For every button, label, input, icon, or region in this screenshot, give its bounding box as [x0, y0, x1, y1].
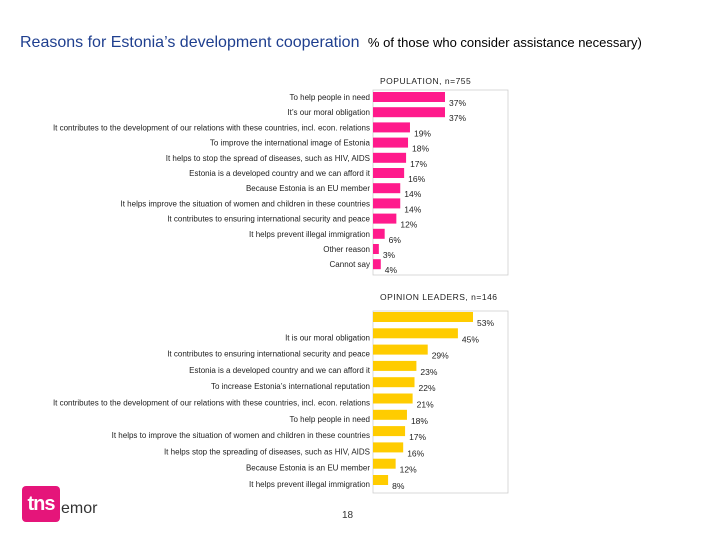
population-bar — [373, 244, 379, 254]
population-data-label: 17% — [410, 159, 427, 169]
population-category-label: To help people in need — [289, 93, 370, 102]
population-category-label: It’s our moral obligation — [287, 108, 370, 117]
population-bar — [373, 107, 445, 118]
leaders-data-label: 21% — [417, 400, 434, 410]
population-data-label: 14% — [404, 204, 421, 214]
population-data-label: 14% — [404, 189, 421, 199]
population-data-label: 19% — [414, 128, 431, 138]
leaders-bar — [373, 458, 396, 469]
leaders-data-label: 45% — [462, 334, 479, 344]
population-data-label: 37% — [449, 113, 466, 123]
population-bar — [373, 92, 445, 102]
logo-text: emor — [61, 500, 98, 517]
leaders-bar — [373, 312, 473, 322]
page-number: 18 — [342, 510, 354, 521]
population-category-label: Cannot say — [330, 260, 370, 269]
leaders-data-label: 53% — [477, 318, 494, 328]
logo-mark: tns — [22, 486, 60, 522]
population-bar — [373, 183, 401, 194]
population-category-label: It helps to stop the spread of diseases,… — [166, 154, 370, 163]
leaders-chart-title: OPINION LEADERS, n=146 — [380, 292, 498, 302]
leaders-bar — [373, 442, 404, 453]
population-bar — [373, 122, 410, 133]
leaders-bar — [373, 393, 413, 404]
population-category-label: Estonia is a developed country and we ca… — [189, 169, 371, 178]
page-subtitle: % of those who consider assistance neces… — [367, 35, 642, 50]
population-data-label: 6% — [389, 235, 402, 245]
leaders-data-label: 17% — [409, 432, 426, 442]
leaders-data-label: 8% — [392, 481, 405, 491]
population-bar — [373, 168, 405, 178]
leaders-category-label: Because Estonia is an EU member — [246, 464, 370, 473]
population-data-label: 37% — [449, 98, 466, 108]
leaders-data-label: 18% — [411, 416, 428, 426]
population-data-label: 3% — [383, 250, 396, 260]
leaders-category-label: It contributes to ensuring international… — [167, 350, 370, 359]
leaders-data-label: 12% — [400, 465, 417, 475]
leaders-category-label: It helps to improve the situation of wom… — [112, 431, 370, 440]
population-category-label: It contributes to the development of our… — [53, 123, 370, 132]
leaders-bar — [373, 328, 458, 339]
population-bar — [373, 259, 381, 270]
population-category-label: Other reason — [323, 245, 370, 254]
page-title: Reasons for Estonia’s development cooper… — [20, 34, 360, 51]
chart-title-block: Reasons for Estonia’s development cooper… — [20, 34, 642, 52]
population-bar — [373, 228, 385, 239]
population-category-label: To improve the international image of Es… — [210, 139, 371, 148]
leaders-category-label: It helps stop the spreading of diseases,… — [164, 447, 370, 456]
population-chart-title: POPULATION, n=755 — [380, 76, 471, 86]
leaders-data-label: 23% — [420, 367, 437, 377]
population-data-label: 4% — [385, 265, 398, 275]
leaders-category-label: It helps prevent illegal immigration — [249, 480, 370, 489]
leaders-bar — [373, 426, 406, 437]
population-data-label: 18% — [412, 144, 429, 154]
population-category-label: It contributes to ensuring international… — [167, 215, 370, 224]
population-data-label: 12% — [400, 220, 417, 230]
leaders-bar — [373, 360, 417, 371]
leaders-bar — [373, 377, 415, 388]
leaders-data-label: 29% — [432, 351, 449, 361]
leaders-data-label: 16% — [407, 448, 424, 458]
population-bar — [373, 152, 407, 163]
leaders-data-label: 22% — [419, 383, 436, 393]
tns-emor-logo: tns emor — [22, 486, 97, 522]
leaders-bar — [373, 344, 428, 355]
population-plot-area — [372, 89, 509, 276]
population-data-label: 16% — [408, 174, 425, 184]
leaders-bar — [373, 409, 407, 420]
leaders-category-label: Estonia is a developed country and we ca… — [189, 366, 371, 375]
population-bar — [373, 213, 397, 224]
population-category-label: It helps improve the situation of women … — [121, 199, 370, 208]
population-bar — [373, 198, 401, 209]
leaders-category-label: It contributes to the development of our… — [53, 399, 370, 408]
leaders-category-label: To help people in need — [289, 415, 370, 424]
leaders-category-label: It is our moral obligation — [285, 333, 370, 342]
population-category-label: Because Estonia is an EU member — [246, 184, 370, 193]
population-bar — [373, 137, 409, 148]
leaders-bar — [373, 475, 389, 485]
population-category-label: It helps prevent illegal immigration — [249, 230, 370, 239]
leaders-category-label: To increase Estonia’s international repu… — [211, 382, 370, 391]
